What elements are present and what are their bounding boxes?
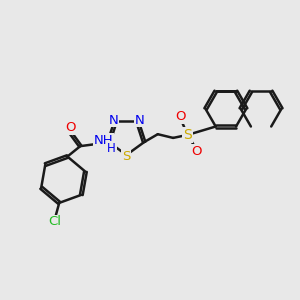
- Text: S: S: [183, 128, 192, 142]
- Text: O: O: [191, 145, 202, 158]
- Text: O: O: [65, 121, 76, 134]
- Text: S: S: [122, 150, 131, 163]
- Text: N: N: [109, 114, 118, 127]
- Text: H: H: [107, 142, 116, 155]
- Text: O: O: [176, 110, 186, 123]
- Text: N: N: [134, 114, 144, 127]
- Text: Cl: Cl: [48, 215, 61, 229]
- Text: NH: NH: [94, 134, 113, 147]
